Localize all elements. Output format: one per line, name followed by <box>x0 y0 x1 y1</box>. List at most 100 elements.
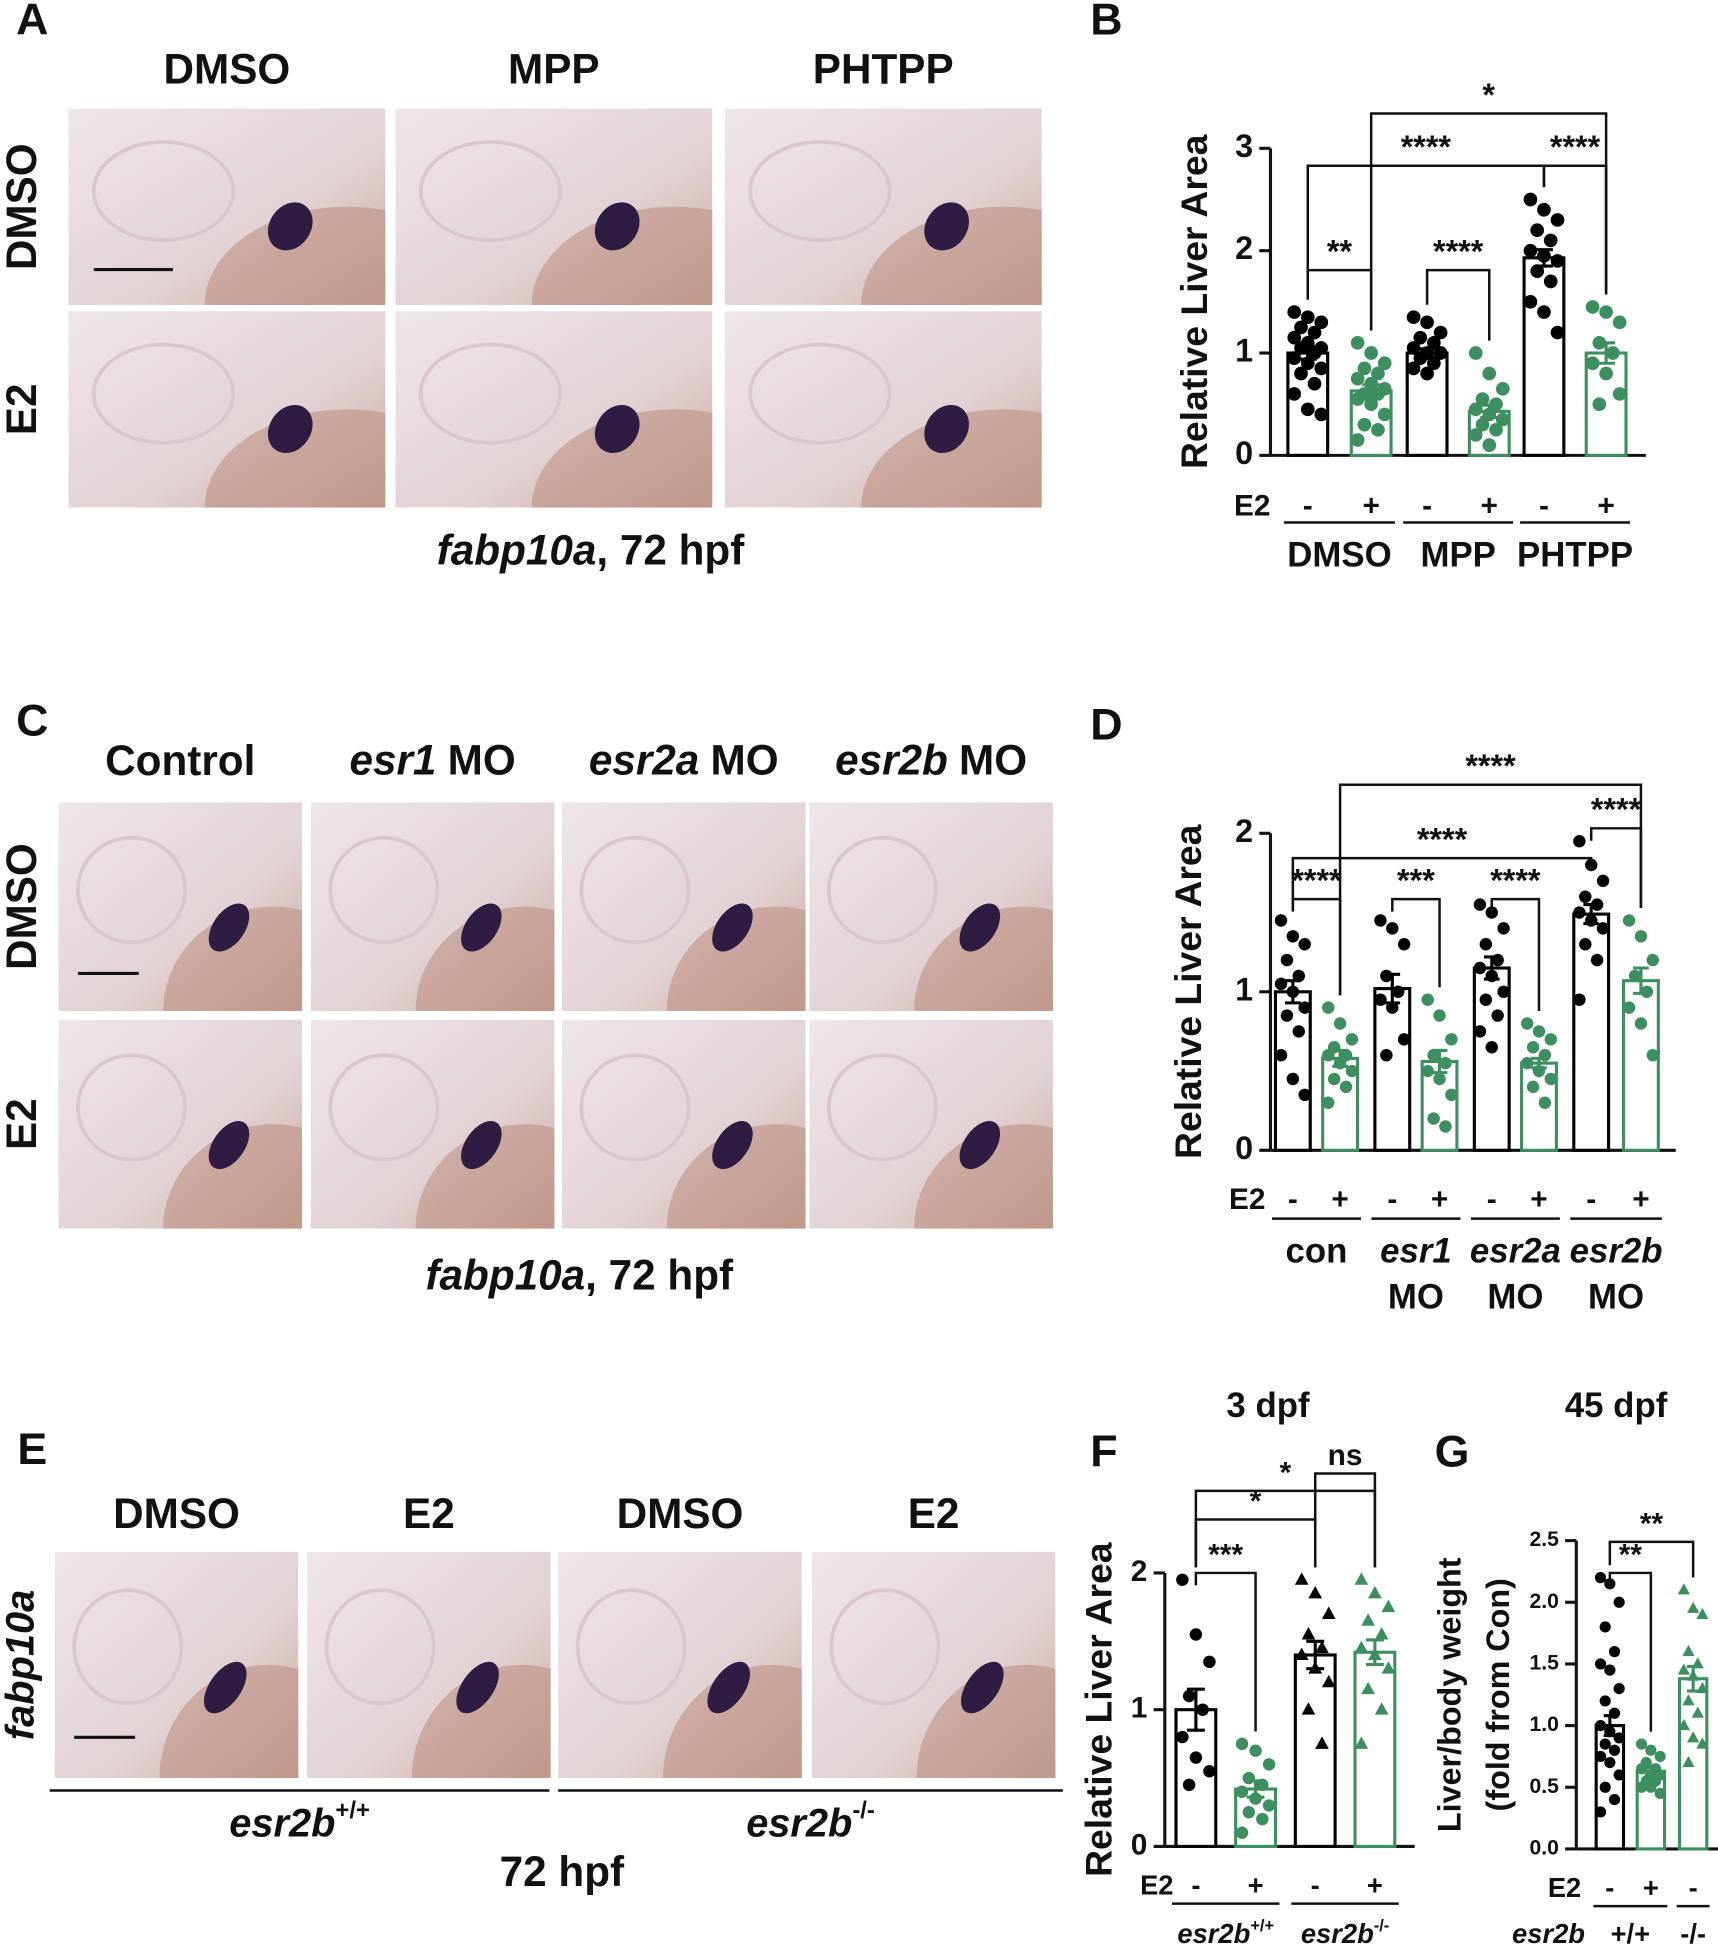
y-tick-label: 1.5 <box>1530 1652 1560 1675</box>
data-point <box>1686 1731 1700 1743</box>
data-point <box>1386 922 1399 935</box>
liver <box>594 202 640 251</box>
side-label: fabp10a <box>0 1590 42 1740</box>
data-point <box>1468 428 1483 442</box>
data-point <box>1691 1706 1704 1718</box>
data-point <box>1677 1718 1690 1731</box>
liver <box>924 202 969 251</box>
liver <box>208 1121 250 1170</box>
data-point <box>1294 1572 1309 1585</box>
data-point <box>1397 938 1411 951</box>
embryo-image <box>307 1551 551 1779</box>
embryo-image <box>561 802 806 1012</box>
data-point <box>1523 295 1538 309</box>
data-point <box>1634 1017 1648 1030</box>
data-point <box>1696 1607 1709 1620</box>
error-bar <box>1246 1779 1265 1799</box>
data-point <box>1538 1096 1552 1109</box>
group-label: MO <box>1588 1278 1644 1317</box>
data-point <box>1622 914 1636 927</box>
data-point <box>1640 985 1654 998</box>
data-point <box>1380 1048 1393 1062</box>
error-bar <box>1597 341 1616 365</box>
row-label: E2 <box>0 384 45 436</box>
gene-name: fabp10a <box>0 1590 42 1740</box>
treatment-label: + <box>1362 489 1379 522</box>
data-point <box>1350 335 1365 350</box>
superscript: +/+ <box>1250 1917 1274 1935</box>
significance-label: **** <box>1291 863 1342 899</box>
data-point <box>1654 1787 1666 1800</box>
data-point <box>1635 1781 1648 1793</box>
data-point <box>1287 305 1302 319</box>
data-point <box>1696 1681 1709 1694</box>
liver <box>707 1661 751 1714</box>
data-point <box>1176 1730 1189 1744</box>
data-point <box>1544 1033 1558 1046</box>
embryo-image <box>310 802 555 1012</box>
data-point <box>1604 1664 1616 1676</box>
data-point <box>1608 1793 1621 1806</box>
data-point <box>1333 1017 1347 1030</box>
embryo-image <box>54 1551 299 1779</box>
data-point <box>1612 315 1627 330</box>
data-point <box>1491 1009 1504 1022</box>
data-point <box>1301 1702 1316 1715</box>
eye <box>91 342 236 445</box>
significance-bracket <box>1425 268 1491 341</box>
data-point <box>1406 310 1421 325</box>
data-point <box>1537 202 1551 217</box>
data-point <box>1445 1033 1458 1046</box>
data-point <box>1594 1720 1607 1732</box>
yolk <box>916 1664 1056 1779</box>
liver <box>267 202 313 251</box>
error-bar <box>1531 1056 1547 1070</box>
data-point <box>1292 969 1305 983</box>
data-point <box>1292 1025 1305 1038</box>
treatment-label: + <box>1331 1183 1348 1216</box>
data-point <box>1298 1088 1311 1102</box>
data-point <box>1608 1744 1621 1756</box>
y-tick-label: 0 <box>1235 435 1253 471</box>
y-tick-label: 1 <box>1235 971 1253 1007</box>
data-point <box>1613 1596 1625 1608</box>
liver <box>712 1121 753 1170</box>
data-point <box>1315 1640 1329 1654</box>
y-tick-label: 1.0 <box>1530 1713 1559 1736</box>
significance-label: ns <box>1328 1439 1363 1472</box>
data-point <box>1406 341 1421 355</box>
panel-caption: fabp10a, 72 hpf <box>425 1251 734 1298</box>
data-point <box>1242 1771 1256 1785</box>
liver <box>961 1661 1004 1714</box>
eye <box>328 835 440 944</box>
row-label: E2 <box>0 1098 45 1150</box>
embryo-image <box>68 311 386 508</box>
liver <box>208 903 250 952</box>
eye <box>76 1053 187 1162</box>
data-point <box>1287 330 1302 345</box>
data-point <box>1301 1627 1316 1640</box>
yolk <box>163 1124 303 1229</box>
bar <box>1572 912 1611 1152</box>
data-point <box>1473 1025 1487 1038</box>
data-point <box>1599 1738 1611 1750</box>
data-point <box>1374 1627 1389 1640</box>
y-tick-label: 2.0 <box>1530 1590 1559 1613</box>
data-point <box>1397 1033 1411 1046</box>
data-point <box>1381 1661 1396 1674</box>
treatment-label: + <box>1643 1872 1659 1903</box>
data-point <box>1287 351 1302 365</box>
column-header: Control <box>105 737 255 784</box>
data-point <box>1286 930 1300 943</box>
data-point <box>1645 1781 1657 1793</box>
data-point <box>1579 890 1592 903</box>
data-point <box>1307 325 1322 340</box>
panel-letter: F <box>1090 1427 1117 1477</box>
error-bar <box>1365 1638 1384 1667</box>
eye <box>826 835 938 944</box>
eye <box>76 835 187 944</box>
data-point <box>1182 1689 1196 1703</box>
data-point <box>1354 1572 1369 1585</box>
group-label: DMSO <box>1287 535 1391 574</box>
gene-name: esr2b <box>835 737 948 784</box>
